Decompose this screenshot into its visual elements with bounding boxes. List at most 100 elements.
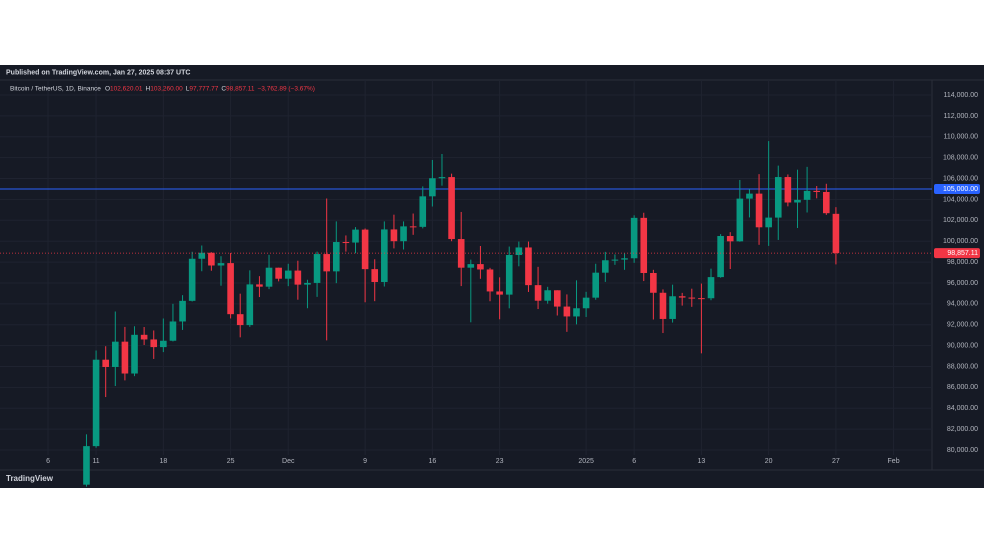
candle-body — [179, 300, 186, 322]
candle-body — [477, 264, 484, 270]
candle-body — [352, 229, 359, 243]
candle-body — [544, 290, 551, 301]
candle-body — [794, 199, 801, 203]
candle-body — [429, 178, 436, 197]
y-tick-label: 100,000.00 — [943, 238, 978, 245]
candle-body — [381, 229, 388, 282]
legend-key: O — [105, 85, 110, 92]
x-tick-label: 23 — [496, 458, 504, 465]
x-tick-label: 2025 — [578, 458, 594, 465]
y-tick-label: 92,000.00 — [947, 322, 978, 329]
candle-body — [332, 242, 340, 272]
candle-body — [140, 334, 148, 340]
candle-body — [169, 321, 177, 341]
candle-body — [774, 177, 782, 218]
candle-body — [83, 446, 90, 485]
candle-body — [553, 290, 561, 307]
y-tick-label: 112,000.00 — [943, 113, 978, 120]
candle-body — [198, 252, 206, 259]
candle-body — [736, 198, 744, 242]
y-tick-label: 96,000.00 — [947, 280, 978, 287]
candle-body — [236, 314, 244, 326]
x-tick-label: 16 — [428, 458, 436, 465]
candle-body — [284, 270, 292, 279]
x-tick-label: 13 — [698, 458, 706, 465]
x-tick-label: 11 — [92, 458, 99, 465]
candle-body — [323, 254, 330, 272]
legend-key: L — [186, 85, 190, 92]
candle-body — [160, 340, 167, 348]
legend: Bitcoin / TetherUS, 1D, Binance O102,620.… — [10, 85, 315, 92]
candle-body — [188, 258, 196, 301]
brand: TradingView — [6, 474, 54, 483]
candle-body — [678, 296, 686, 298]
candle-body — [467, 264, 475, 268]
candle-body — [640, 217, 648, 273]
candle-body — [246, 284, 254, 326]
candle-body — [592, 272, 600, 298]
y-tick-label: 82,000.00 — [947, 426, 978, 433]
candle-body — [304, 282, 311, 285]
x-tick-label: 18 — [159, 458, 167, 465]
legend-value: 98,857.11 — [226, 85, 255, 92]
candle-body — [707, 277, 715, 299]
candle-body — [438, 177, 446, 179]
candle-body — [515, 247, 523, 256]
candle-body — [630, 217, 638, 259]
candle-body — [611, 259, 619, 261]
horizontal-line-label: 105,000.00 — [943, 186, 978, 193]
legend-value: 97,777.77 — [189, 85, 218, 92]
candle-body — [409, 226, 417, 228]
candle-body — [698, 298, 705, 300]
x-tick-label: 27 — [832, 458, 840, 465]
candle-body — [92, 359, 100, 447]
candle-body — [486, 269, 494, 292]
candle-body — [669, 296, 676, 319]
y-tick-label: 94,000.00 — [947, 301, 978, 308]
plot-area: 80,000.00 82,000.00 84,000.00 86,000.00 88,0… — [0, 80, 980, 487]
candle-body — [265, 267, 273, 287]
candle-body — [573, 308, 580, 317]
legend-symbol: Bitcoin / TetherUS, 1D, Binance — [10, 85, 101, 92]
y-tick-label: 80,000.00 — [947, 447, 978, 454]
legend-value: 103,260.00 — [150, 85, 183, 92]
last-price-label: 98,857.11 — [947, 250, 978, 257]
y-tick-label: 106,000.00 — [943, 175, 978, 182]
y-tick-label: 114,000.00 — [943, 92, 978, 99]
candle-body — [832, 213, 840, 254]
candle-body — [563, 306, 571, 317]
horizontal-line-label-box — [934, 183, 980, 194]
candle-body — [505, 255, 513, 295]
x-tick-label: 6 — [46, 458, 50, 465]
y-tick-label: 110,000.00 — [943, 134, 978, 141]
candle-body — [256, 284, 263, 287]
candle-body — [813, 190, 821, 192]
candle-body — [457, 239, 465, 268]
candle-body — [227, 263, 234, 315]
candle-body — [342, 242, 350, 244]
candle-body — [111, 341, 119, 367]
candle-body — [602, 260, 609, 273]
y-tick-label: 90,000.00 — [947, 342, 978, 349]
last-price-label-box — [934, 248, 980, 259]
y-tick-label: 104,000.00 — [943, 196, 978, 203]
candle-body — [765, 217, 772, 228]
candle-body — [525, 247, 532, 286]
y-tick-label: 108,000.00 — [943, 155, 978, 162]
legend-key: C — [221, 85, 226, 92]
x-tick-label: Feb — [888, 458, 900, 465]
candle-body — [448, 177, 455, 240]
candle-body — [102, 359, 109, 367]
candle-body — [746, 193, 753, 199]
legend-key: H — [146, 85, 151, 92]
candle-body — [717, 236, 724, 278]
candle-body — [726, 236, 734, 242]
x-tick-label: 9 — [363, 458, 367, 465]
candle-body — [371, 269, 379, 282]
candle-body — [823, 191, 830, 214]
candle-body — [496, 291, 503, 295]
x-tick-label: Dec — [282, 458, 295, 465]
y-tick-label: 88,000.00 — [947, 363, 978, 370]
x-tick-label: 25 — [227, 458, 235, 465]
